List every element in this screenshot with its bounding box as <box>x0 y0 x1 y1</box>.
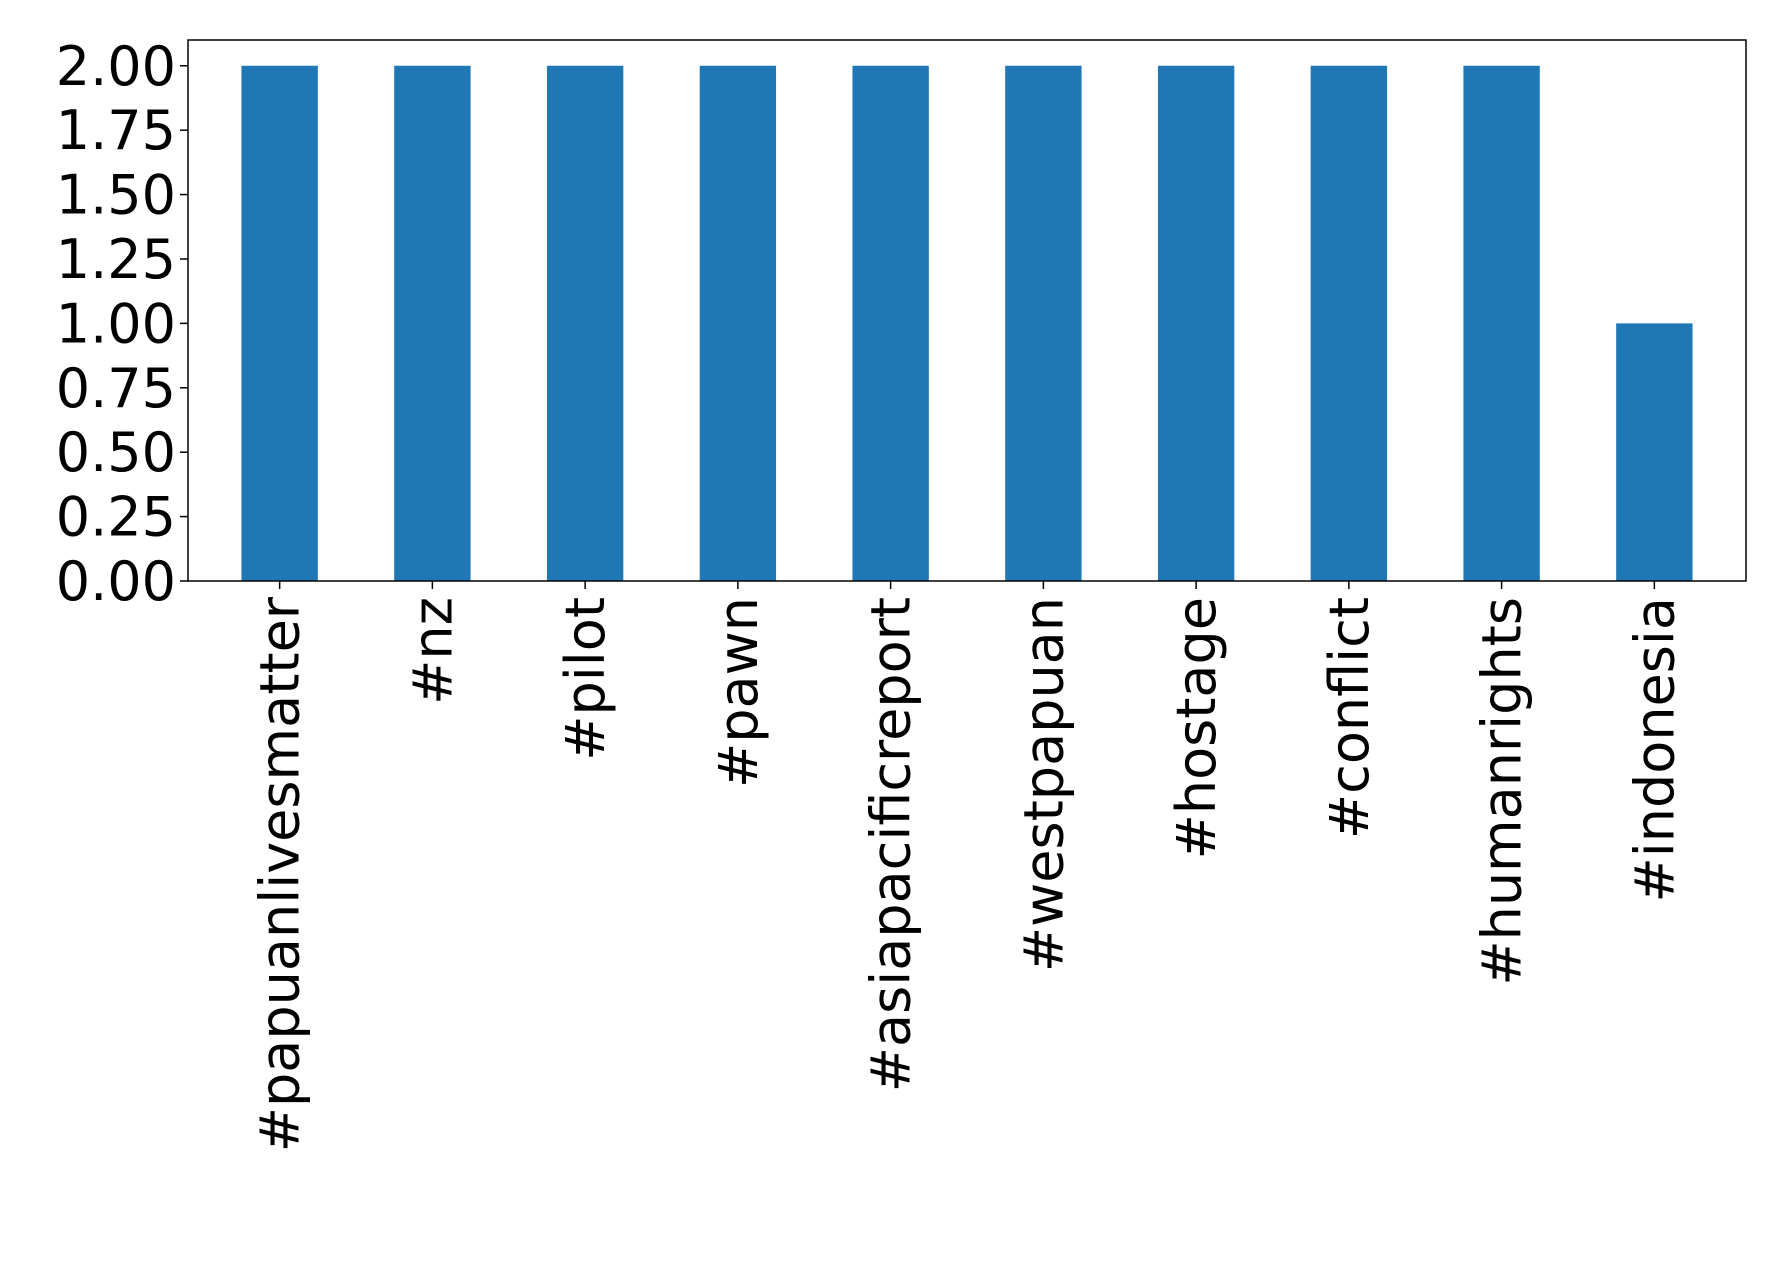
bar-westpapuan <box>1005 65 1082 581</box>
y-tick-label: 1.00 <box>56 292 176 355</box>
x-axis: #papuanlivesmatter #nz #pilot #pawn #asiapac… <box>249 581 1686 1152</box>
x-tick-label: #humanrights <box>1471 597 1534 986</box>
bar-nz <box>394 65 471 581</box>
y-tick-label: 0.25 <box>56 486 176 549</box>
y-axis: 0.000.250.500.751.001.251.501.752.00 <box>56 35 188 613</box>
bar-humanrights <box>1463 65 1540 581</box>
x-tick-label: #pawn <box>707 597 770 788</box>
x-tick-label: #pilot <box>554 597 617 761</box>
y-tick-label: 0.75 <box>56 357 176 420</box>
plot-frame <box>187 39 1747 582</box>
bar-pilot <box>546 65 624 581</box>
bar-papuanlivesmatter <box>241 65 318 581</box>
x-tick-label: #hostage <box>1165 597 1228 859</box>
bar-indonesia <box>1616 323 1693 581</box>
y-tick-label: 1.25 <box>56 228 176 291</box>
y-tick-label: 1.75 <box>56 99 176 162</box>
bar-pawn <box>699 65 777 581</box>
y-tick-label: 0.50 <box>56 421 176 484</box>
y-tick-label: 2.00 <box>56 35 176 98</box>
bar-hostage <box>1157 65 1235 581</box>
y-tick-label: 0.00 <box>56 550 176 613</box>
bars-layer <box>241 65 1693 581</box>
x-tick-label: #conflict <box>1318 597 1381 839</box>
y-tick-label: 1.50 <box>56 164 176 227</box>
bar-conflict <box>1310 65 1388 581</box>
bar-asiapacificreport <box>852 65 929 581</box>
x-tick-label: #nz <box>401 597 464 705</box>
x-tick-label: #westpapuan <box>1012 597 1075 972</box>
x-tick-label: #indonesia <box>1623 597 1686 902</box>
x-tick-label: #papuanlivesmatter <box>249 596 312 1152</box>
x-tick-label: #asiapacificreport <box>860 597 923 1092</box>
